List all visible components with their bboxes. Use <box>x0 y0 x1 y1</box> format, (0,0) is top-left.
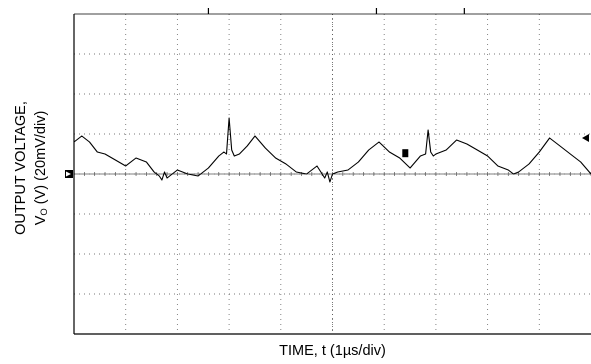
trigger-marker-icon <box>582 134 589 142</box>
plot-frame <box>73 8 591 335</box>
y-axis-label-line1: OUTPUT VOLTAGE, <box>13 101 29 235</box>
y-axis-label-line2: VO (V) (20mV/div) <box>31 101 55 235</box>
ground-marker-arrow <box>66 171 71 177</box>
y-axis-label-suffix: (V) (20mV/div) <box>33 110 49 209</box>
trace-layer <box>73 117 591 183</box>
y-axis-label-subscript: O <box>39 208 50 216</box>
series-line <box>73 117 591 183</box>
x-axis-label: TIME, t (1µs/div) <box>279 343 386 359</box>
cursor-marker-icon <box>402 149 409 158</box>
y-axis-label-prefix: V <box>33 215 49 226</box>
marker-layer <box>65 134 589 178</box>
y-axis-label: OUTPUT VOLTAGE, VO (V) (20mV/div) <box>2 18 64 318</box>
